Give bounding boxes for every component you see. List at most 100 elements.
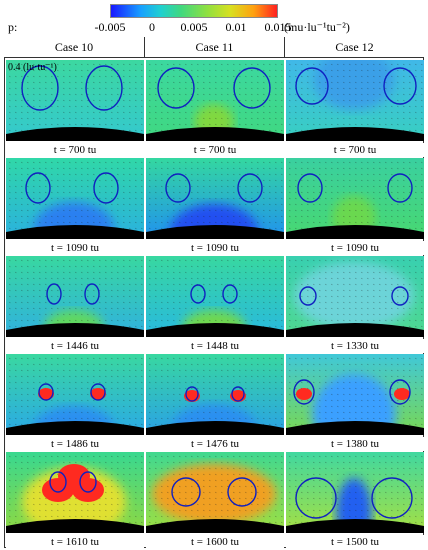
- simulation-panel-r5-c2: [146, 452, 284, 533]
- time-label-r3-c2: t = 1448 tu: [146, 339, 284, 353]
- simulation-panel-r5-c3: [286, 452, 424, 533]
- pressure-field: [286, 60, 424, 141]
- time-label-r2-c3: t = 1090 tu: [286, 241, 424, 255]
- simulation-panel-r4-c1: [6, 354, 144, 435]
- colorbar-label: p:: [8, 20, 18, 34]
- high-pressure-spot: [58, 464, 90, 488]
- velocity-vectors: [8, 63, 143, 138]
- pressure-region: [314, 60, 394, 110]
- pressure-field: [146, 256, 284, 337]
- droplet-interface: [297, 173, 323, 203]
- pressure-field: [146, 452, 284, 533]
- curved-wall: [146, 127, 284, 141]
- droplet-interface: [25, 172, 51, 204]
- curved-wall: [6, 323, 144, 337]
- pressure-field: [6, 158, 144, 239]
- droplet-interface: [49, 471, 67, 493]
- high-pressure-spot: [90, 388, 106, 400]
- curved-wall: [146, 225, 284, 239]
- simulation-panel-r5-c1: [6, 452, 144, 533]
- curved-wall: [146, 323, 284, 337]
- velocity-vectors: [148, 161, 283, 236]
- time-label-r1-c3: t = 700 tu: [286, 143, 424, 157]
- curved-wall: [286, 421, 424, 435]
- time-label-r2-c2: t = 1090 tu: [146, 241, 284, 255]
- time-label-r2-c1: t = 1090 tu: [6, 241, 144, 255]
- vector-scale-label: 0.4 (lu·tu⁻¹): [8, 62, 57, 73]
- droplet-interface: [84, 283, 100, 305]
- pressure-field: [286, 354, 424, 435]
- curved-wall: [146, 519, 284, 533]
- pressure-field: [6, 452, 144, 533]
- pressure-field: [6, 60, 144, 141]
- colorbar-tick-1: -0.005: [94, 20, 126, 34]
- droplet-interface: [79, 471, 97, 493]
- time-label-r1-c2: t = 700 tu: [146, 143, 284, 157]
- simulation-panel-r1-c1: [6, 60, 144, 141]
- column-header-case-10: Case 10: [4, 37, 145, 58]
- simulation-panel-r2-c1: [6, 158, 144, 239]
- pressure-field: [146, 60, 284, 141]
- time-label-r1-c1: t = 700 tu: [6, 143, 144, 157]
- droplet-interface: [383, 67, 417, 105]
- velocity-vectors: [288, 259, 423, 334]
- time-label-r5-c3: t = 1500 tu: [286, 535, 424, 549]
- curved-wall: [286, 323, 424, 337]
- curved-wall: [146, 421, 284, 435]
- droplet-interface: [38, 383, 54, 401]
- simulation-panel-r3-c2: [146, 256, 284, 337]
- colorbar: [110, 4, 278, 18]
- simulation-panel-r4-c3: [286, 354, 424, 435]
- droplet-interface: [231, 386, 245, 402]
- droplet-interface: [371, 477, 413, 519]
- pressure-field: [6, 354, 144, 435]
- curved-wall: [6, 421, 144, 435]
- pressure-field: [286, 452, 424, 533]
- curved-wall: [286, 225, 424, 239]
- colorbar-tick-4: 0.01: [225, 20, 247, 34]
- time-label-r4-c2: t = 1476 tu: [146, 437, 284, 451]
- droplet-interface: [389, 379, 411, 405]
- time-label-r4-c1: t = 1486 tu: [6, 437, 144, 451]
- colorbar-unit: (mu·lu⁻¹tu⁻²): [284, 20, 350, 34]
- curved-wall: [6, 519, 144, 533]
- pressure-region: [312, 374, 396, 435]
- velocity-vectors: [148, 259, 283, 334]
- high-pressure-spot: [38, 388, 54, 400]
- simulation-panel-r3-c3: [286, 256, 424, 337]
- curved-wall: [286, 127, 424, 141]
- droplet-interface: [46, 283, 62, 305]
- droplet-interface: [293, 379, 315, 405]
- pressure-field: [286, 256, 424, 337]
- high-pressure-spot: [394, 388, 410, 400]
- droplet-interface: [21, 65, 59, 111]
- pressure-region: [294, 262, 414, 330]
- time-label-r5-c2: t = 1600 tu: [146, 535, 284, 549]
- colorbar-tick-5: 0.015: [264, 20, 292, 34]
- curved-wall: [286, 519, 424, 533]
- colorbar-tick-3: 0.005: [180, 20, 208, 34]
- pressure-field: [6, 256, 144, 337]
- pressure-field: [146, 354, 284, 435]
- droplet-interface: [165, 173, 191, 203]
- time-label-r5-c1: t = 1610 tu: [6, 535, 144, 549]
- column-header-case-12: Case 12: [285, 37, 424, 58]
- droplet-interface: [93, 172, 119, 204]
- colorbar-tick-2: 0: [149, 20, 155, 34]
- droplet-interface: [391, 286, 409, 306]
- time-label-r4-c3: t = 1380 tu: [286, 437, 424, 451]
- droplet-interface: [90, 383, 106, 401]
- droplet-interface: [295, 477, 337, 519]
- velocity-vectors: [148, 455, 283, 530]
- droplet-interface: [185, 386, 199, 402]
- pressure-field: [286, 158, 424, 239]
- droplet-interface: [295, 67, 329, 105]
- simulation-panel-r2-c2: [146, 158, 284, 239]
- droplet-interface: [171, 477, 201, 507]
- droplet-interface: [190, 284, 206, 304]
- high-pressure-spot: [296, 388, 312, 400]
- simulation-panel-r1-c3: [286, 60, 424, 141]
- simulation-panel-r3-c1: [6, 256, 144, 337]
- time-label-r3-c1: t = 1446 tu: [6, 339, 144, 353]
- droplet-interface: [227, 477, 257, 507]
